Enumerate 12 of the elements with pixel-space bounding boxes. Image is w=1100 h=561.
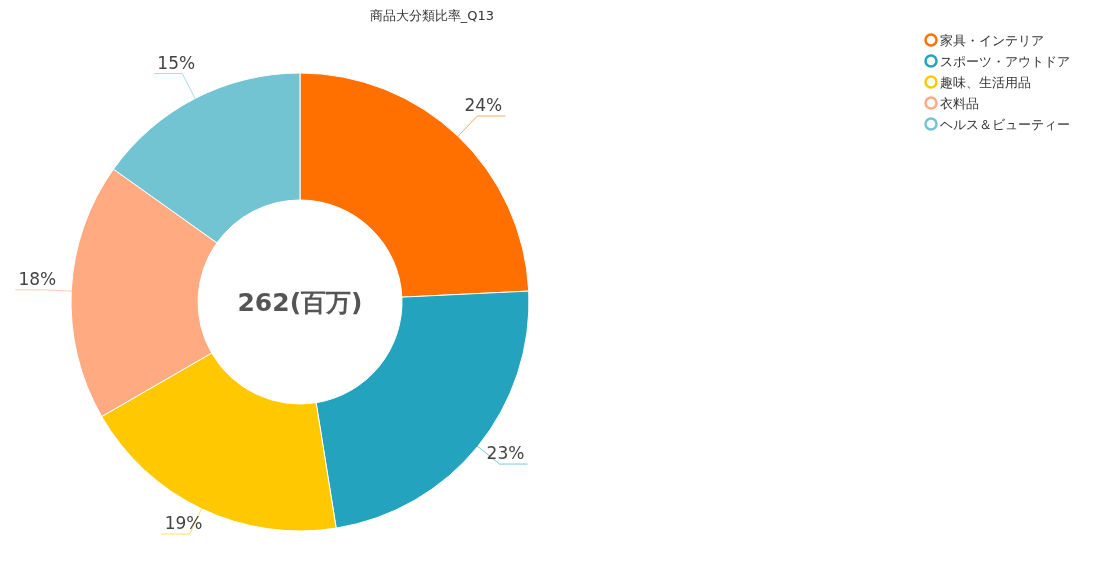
data-label: 24%: [464, 95, 503, 115]
data-label: 19%: [164, 513, 203, 534]
data-label: 23%: [486, 443, 525, 464]
data-label: 18%: [18, 268, 57, 289]
legend-label: ヘルス＆ビューティー: [940, 117, 1070, 132]
text: 262(百万): [237, 288, 363, 317]
legend-label: 家具・インテリア: [940, 33, 1044, 48]
legend-label: 衣料品: [940, 96, 979, 111]
legend-label: スポーツ・アウトドア: [940, 54, 1070, 69]
chart-title: 商品大分類比率_Q13: [369, 8, 495, 23]
legend-label: 趣味、生活用品: [940, 75, 1031, 90]
data-label: 15%: [157, 52, 196, 73]
